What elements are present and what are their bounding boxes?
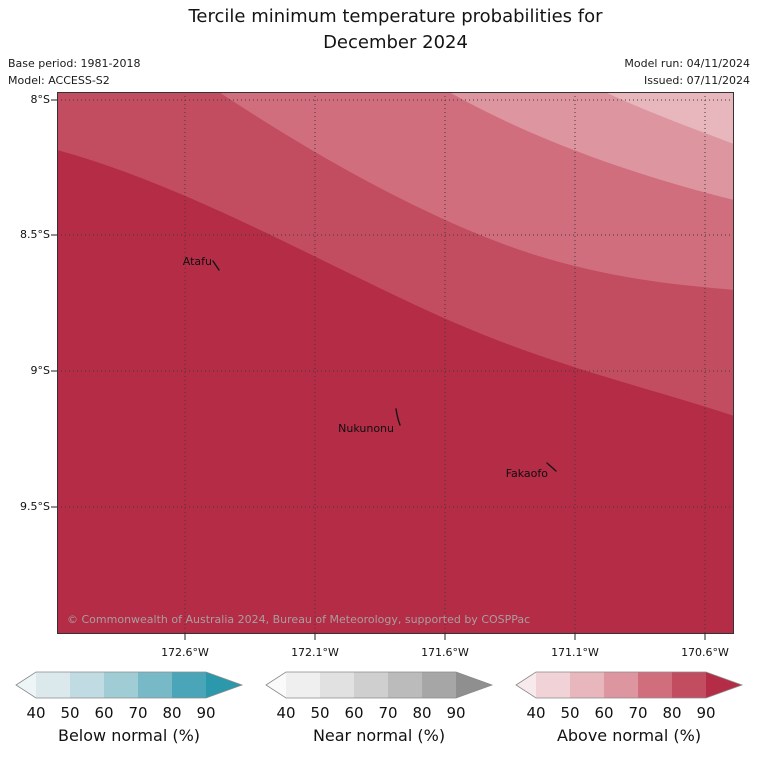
colorbar-outline (15, 671, 244, 699)
nukunonu-island-marker (395, 408, 401, 426)
place-label-fakaofo: Fakaofo (505, 467, 548, 480)
colorbar-segment (388, 672, 422, 698)
legend-near-normal: 40 50 60 70 80 90 Near normal (%) (264, 670, 494, 746)
legend: 40 50 60 70 80 90 Below normal (%) (0, 670, 758, 746)
colorbar-tick-90: 90 (446, 704, 466, 722)
colorbar-right-arrow (706, 672, 742, 698)
axis-ticks (51, 99, 706, 640)
colorbar-tick-90: 90 (196, 704, 216, 722)
legend-above-normal: 40 50 60 70 80 90 Above normal (%) (514, 670, 744, 746)
colorbar-below-normal (15, 671, 244, 699)
probability-map (51, 92, 734, 640)
colorbar-left-arrow (266, 672, 286, 698)
colorbar-tick-80: 80 (412, 704, 432, 722)
colorbar-ticks: 40 50 60 70 80 90 (264, 700, 494, 724)
colorbar-segment (286, 672, 320, 698)
lat-tick-label: 9.5°S (20, 500, 50, 513)
lon-tick-label: 170.6°W (681, 646, 729, 659)
colorbar-tick-50: 50 (560, 704, 580, 722)
contour-band-50-60 (605, 92, 734, 144)
lon-tick-label: 172.1°W (291, 646, 339, 659)
colorbar-left-arrow (16, 672, 36, 698)
model-run-text: Model run: 04/11/2024 (624, 57, 750, 70)
colorbar-segment (36, 672, 70, 698)
colorbar-tick-90: 90 (696, 704, 716, 722)
map-plot-area: Atafu Nukunonu Fakaofo © Commonwealth of… (51, 92, 734, 640)
lat-tick-label: 8.5°S (20, 228, 50, 241)
model-text: Model: ACCESS-S2 (8, 74, 110, 87)
fakaofo-island-marker (546, 462, 557, 472)
legend-label-below-normal: Below normal (%) (57, 726, 201, 745)
colorbar-right-arrow (456, 672, 492, 698)
colorbar-ticks: 40 50 60 70 80 90 (514, 700, 744, 724)
colorbar-segment (104, 672, 138, 698)
legend-label-near-normal: Near normal (%) (312, 726, 446, 745)
run-metadata-left: Base period: 1981-2018 Model: ACCESS-S2 (8, 55, 140, 89)
colorbar-outline (265, 671, 494, 699)
atafu-island-marker (212, 260, 220, 271)
colorbar-above-normal (515, 671, 744, 699)
base-period-text: Base period: 1981-2018 (8, 57, 141, 70)
colorbar-tick-70: 70 (628, 704, 648, 722)
colorbar-tick-70: 70 (128, 704, 148, 722)
title-line-2: December 2024 (323, 32, 468, 53)
colorbar-tick-60: 60 (594, 704, 614, 722)
legend-below-normal: 40 50 60 70 80 90 Below normal (%) (14, 670, 244, 746)
colorbar-tick-80: 80 (662, 704, 682, 722)
colorbar-tick-80: 80 (162, 704, 182, 722)
colorbar-tick-50: 50 (310, 704, 330, 722)
place-label-atafu: Atafu (182, 255, 212, 268)
colorbar-tick-70: 70 (378, 704, 398, 722)
contour-band-60-70 (449, 92, 734, 200)
place-label-nukunonu: Nukunonu (338, 422, 394, 435)
colorbar-tick-60: 60 (94, 704, 114, 722)
legend-label-above-normal: Above normal (%) (556, 726, 702, 745)
issued-text: Issued: 07/11/2024 (643, 74, 750, 87)
colorbar-tick-40: 40 (26, 704, 46, 722)
figure-title: Tercile minimum temperature probabilitie… (57, 4, 734, 56)
lat-tick-label: 9°S (30, 364, 50, 377)
island-markers (212, 260, 557, 472)
lat-tick-label: 8°S (30, 93, 50, 106)
colorbar-near-normal (265, 671, 494, 699)
colorbar-segment (320, 672, 354, 698)
gridlines (57, 92, 734, 634)
copyright-text: © Commonwealth of Australia 2024, Bureau… (67, 613, 531, 626)
lon-tick-label: 171.6°W (421, 646, 469, 659)
colorbar-segment (570, 672, 604, 698)
colorbar-segment (422, 672, 456, 698)
lon-tick-label: 172.6°W (161, 646, 209, 659)
colorbar-ticks: 40 50 60 70 80 90 (14, 700, 244, 724)
latitude-axis: 8°S 8.5°S 9°S 9.5°S (4, 92, 50, 634)
colorbar-segment (138, 672, 172, 698)
colorbar-left-arrow (516, 672, 536, 698)
colorbar-segment (536, 672, 570, 698)
colorbar-segment (638, 672, 672, 698)
title-line-1: Tercile minimum temperature probabilitie… (188, 6, 603, 27)
colorbar-tick-40: 40 (526, 704, 546, 722)
colorbar-right-arrow (206, 672, 242, 698)
colorbar-segment (172, 672, 206, 698)
colorbar-segment (70, 672, 104, 698)
colorbar-segment (354, 672, 388, 698)
colorbar-outline (515, 671, 744, 699)
colorbar-tick-60: 60 (344, 704, 364, 722)
map-frame (57, 92, 734, 634)
colorbar-tick-40: 40 (276, 704, 296, 722)
colorbar-tick-50: 50 (60, 704, 80, 722)
run-metadata-right: Model run: 04/11/2024 Issued: 07/11/2024 (624, 55, 750, 89)
lon-tick-label: 171.1°W (551, 646, 599, 659)
colorbar-segment (672, 672, 706, 698)
colorbar-segment (604, 672, 638, 698)
longitude-axis: 172.6°W 172.1°W 171.6°W 171.1°W 170.6°W (57, 646, 734, 662)
